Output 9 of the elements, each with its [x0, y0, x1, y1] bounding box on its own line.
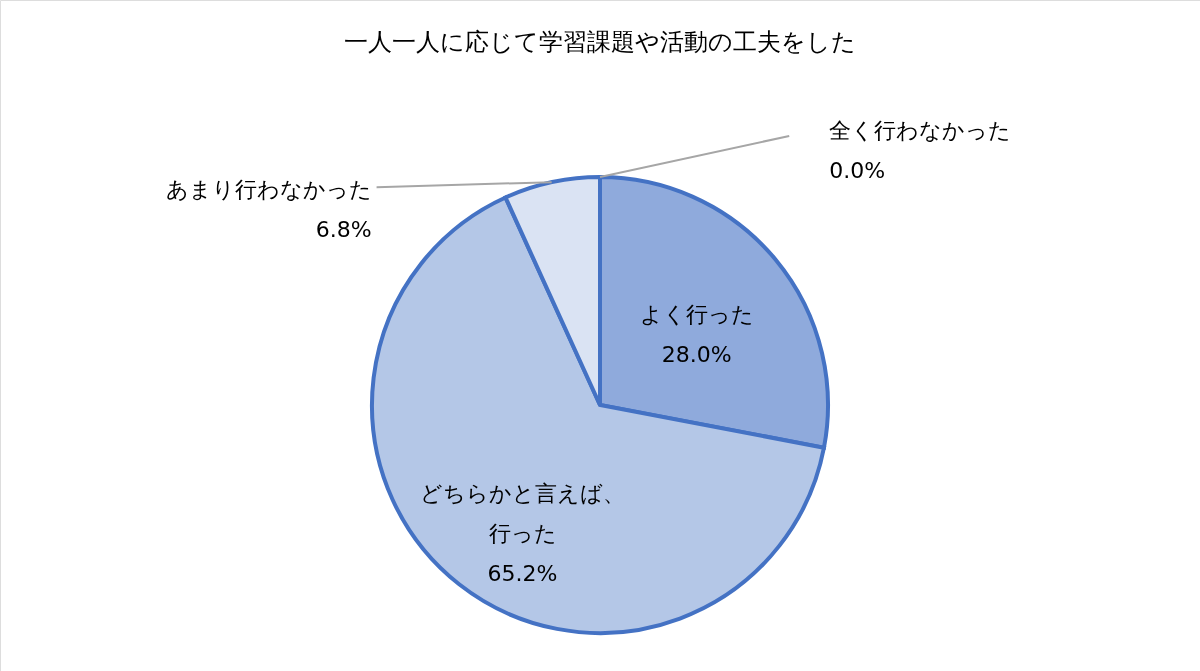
slice-label: どちらかと言えば、行った — [420, 480, 626, 546]
data-label: 28.0% — [661, 342, 732, 368]
data-label: 6.8% — [315, 217, 372, 243]
data-label: 65.2% — [487, 560, 558, 586]
slice-label: あまり行わなかった — [165, 177, 372, 203]
chart-title: 一人一人に応じて学習課題や活動の工夫をした — [344, 28, 856, 56]
text: 0.0% — [829, 157, 886, 183]
slice-label: よく行った — [639, 302, 754, 328]
category-label: 全く行わなかった — [829, 117, 1012, 143]
